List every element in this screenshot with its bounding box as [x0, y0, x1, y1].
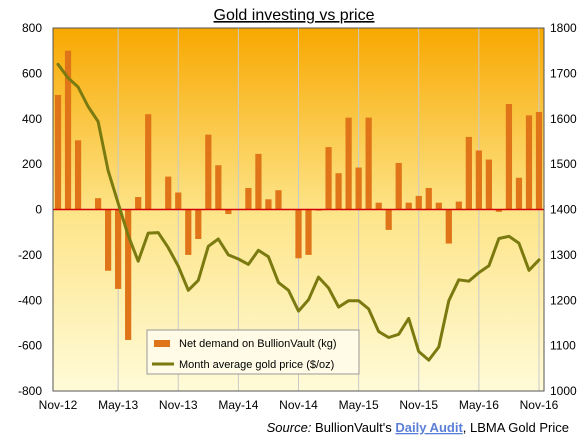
- demand-bar: [115, 209, 122, 289]
- demand-bar: [405, 202, 412, 210]
- left-tick-label: 800: [22, 21, 42, 35]
- demand-bar: [455, 201, 462, 210]
- source-note: Source: BullionVault's Daily Audit, LBMA…: [267, 420, 569, 435]
- demand-bar: [415, 195, 422, 210]
- demand-bar: [225, 209, 232, 215]
- demand-bar: [205, 134, 212, 210]
- source-text-after: , LBMA Gold Price: [463, 420, 569, 435]
- demand-bar: [275, 190, 282, 210]
- demand-bar: [195, 209, 202, 239]
- demand-bar: [475, 150, 482, 210]
- right-tick-label: 1700: [550, 66, 577, 80]
- demand-bar: [145, 114, 152, 210]
- left-tick-label: 600: [22, 66, 42, 80]
- x-tick-label: May-15: [339, 398, 379, 412]
- right-tick-label: 1600: [550, 112, 577, 126]
- x-tick-label: May-16: [459, 398, 499, 412]
- left-tick-label: 400: [22, 112, 42, 126]
- demand-bar: [64, 50, 72, 210]
- x-tick-label: Nov-15: [399, 398, 438, 412]
- legend-label-demand: Net demand on BullionVault (kg): [179, 338, 337, 350]
- demand-bar: [185, 209, 192, 255]
- legend-box: [146, 329, 360, 375]
- right-tick-label: 1800: [550, 21, 577, 35]
- demand-bar: [255, 153, 262, 210]
- demand-bar: [505, 104, 513, 210]
- legend-bar-swatch: [154, 340, 170, 347]
- demand-bar: [485, 159, 492, 210]
- demand-bar: [325, 147, 332, 210]
- demand-bar: [245, 187, 252, 210]
- demand-bar: [54, 94, 62, 210]
- demand-bar: [525, 115, 533, 210]
- legend-label-price: Month average gold price ($/oz): [179, 359, 334, 371]
- demand-bar: [135, 197, 142, 210]
- demand-bar: [435, 202, 442, 210]
- right-tick-label: 1000: [550, 384, 577, 398]
- x-tick-label: May-13: [98, 398, 138, 412]
- demand-bar: [74, 140, 82, 210]
- chart-title: Gold investing vs price: [214, 7, 375, 24]
- demand-bar: [425, 187, 432, 210]
- left-axis: -800 -600 -400 -200 0 200 400 600 800: [18, 21, 42, 398]
- x-tick-label: Nov-16: [520, 398, 559, 412]
- demand-bar: [335, 173, 342, 210]
- demand-bar: [445, 209, 452, 244]
- daily-audit-link[interactable]: Daily Audit: [395, 420, 463, 435]
- legend: Net demand on BullionVault (kg) Month av…: [146, 329, 360, 375]
- demand-bar: [305, 209, 312, 255]
- demand-bar: [94, 198, 102, 210]
- line-series: [56, 62, 541, 362]
- plot-frame: [52, 27, 545, 392]
- source-label: Source:: [267, 420, 312, 435]
- demand-bar: [345, 117, 352, 210]
- left-tick-label: -800: [18, 384, 42, 398]
- demand-bar: [265, 199, 272, 210]
- left-tick-label: -600: [18, 339, 42, 353]
- demand-bar: [125, 209, 132, 340]
- right-axis: 1000 1100 1200 1300 1400 1500 1600 1700 1800: [550, 21, 577, 398]
- right-tick-label: 1100: [550, 339, 576, 353]
- demand-bar: [355, 167, 362, 210]
- demand-bar: [395, 162, 402, 210]
- demand-bar: [175, 192, 182, 210]
- left-tick-label: 0: [35, 203, 42, 217]
- demand-bar: [105, 209, 112, 271]
- demand-bar: [385, 209, 392, 230]
- left-tick-label: 200: [22, 157, 42, 171]
- x-tick-label: Nov-13: [159, 398, 198, 412]
- x-tick-label: Nov-14: [279, 398, 318, 412]
- source-text-before: BullionVault's: [315, 420, 392, 435]
- left-tick-label: -400: [18, 293, 42, 307]
- x-tick-label: Nov-12: [39, 398, 78, 412]
- demand-bar: [375, 202, 382, 210]
- demand-bar: [295, 209, 302, 259]
- right-tick-label: 1200: [550, 293, 577, 307]
- demand-bar: [365, 117, 372, 210]
- x-axis: Nov-12 May-13 Nov-13 May-14 Nov-14 May-15 Nov-…: [39, 398, 559, 412]
- demand-bar: [535, 111, 543, 210]
- demand-bar: [515, 177, 523, 210]
- demand-bar: [465, 136, 472, 210]
- demand-bar: [215, 165, 222, 210]
- gold-price-line: [56, 62, 541, 362]
- left-tick-label: -200: [18, 248, 42, 262]
- right-tick-label: 1300: [550, 248, 577, 262]
- right-tick-label: 1400: [550, 203, 577, 217]
- right-tick-label: 1500: [550, 157, 577, 171]
- demand-bar: [165, 176, 172, 210]
- bar-series: [54, 50, 543, 340]
- demand-bar: [495, 209, 503, 212]
- x-tick-label: May-14: [218, 398, 258, 412]
